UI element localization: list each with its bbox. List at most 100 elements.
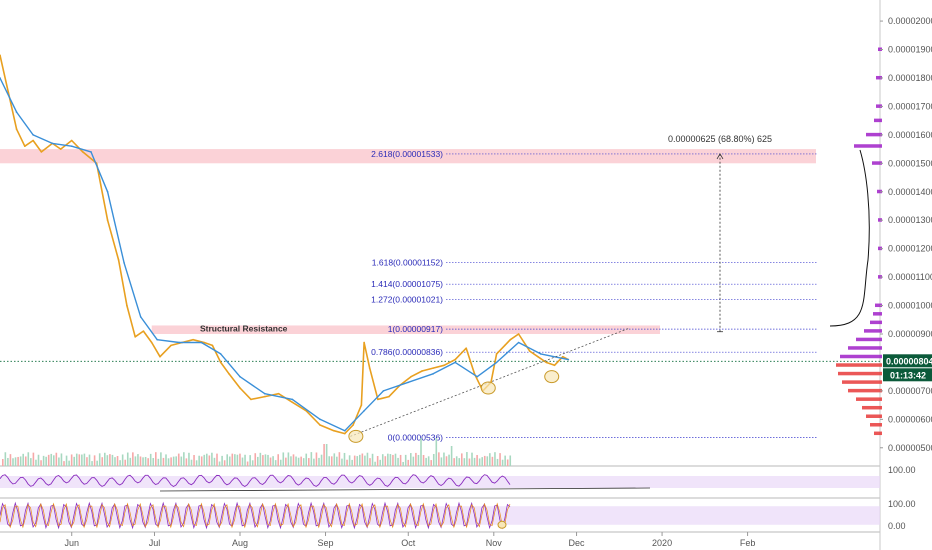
volume-bar <box>119 460 121 466</box>
price-point <box>363 341 365 344</box>
ma-point <box>264 392 266 395</box>
volume-bar <box>162 457 165 466</box>
volume-bar <box>251 460 254 466</box>
volume-bar <box>244 454 246 466</box>
price-point <box>159 355 161 358</box>
profile-bar <box>866 132 882 137</box>
volume-bar <box>412 456 415 466</box>
volume-bar <box>149 453 152 466</box>
volume-bar <box>328 456 330 466</box>
volume-bar <box>364 455 366 466</box>
volume-bar <box>501 459 504 466</box>
ma-point <box>495 361 498 364</box>
volume-layer <box>2 438 512 466</box>
volume-bar <box>379 459 381 466</box>
volume-bar <box>30 458 32 466</box>
fib-level-label: 2.618(0.00001533) <box>371 149 443 159</box>
price-point <box>443 364 445 367</box>
volume-bar <box>65 455 68 466</box>
volume-bar <box>216 453 218 466</box>
volume-bar <box>116 456 119 466</box>
measure-label: 0.00000625 (68.80%) 625 <box>668 134 772 144</box>
volume-bar <box>35 459 37 466</box>
volume-bar <box>491 456 494 466</box>
profile-bar <box>838 371 882 376</box>
profile-bar <box>856 397 882 401</box>
volume-bar <box>109 454 111 466</box>
volume-bar <box>98 453 101 466</box>
x-axis[interactable]: Jun Jul Aug Sep Oct Nov Dec 2020 Feb <box>64 532 755 548</box>
volume-bar <box>236 454 239 466</box>
volume-bar <box>323 444 325 466</box>
price-point <box>495 353 498 355</box>
price-point <box>291 401 294 404</box>
fib-level-label: 1.414(0.00001075) <box>371 279 443 289</box>
volume-bar <box>24 456 27 466</box>
volume-bar <box>32 452 35 466</box>
volume-bar <box>478 458 481 466</box>
price-point <box>332 429 335 432</box>
profile-bar <box>873 312 882 316</box>
volume-bar <box>297 457 300 466</box>
ma-point <box>382 390 385 392</box>
ma-point <box>291 398 294 401</box>
volume-bar <box>223 460 226 466</box>
ma-point <box>539 353 542 355</box>
volume-bar <box>432 453 435 466</box>
price-point <box>421 370 423 372</box>
volume-bar <box>195 460 198 466</box>
price-point <box>561 355 564 358</box>
volume-bar <box>180 456 183 466</box>
volume-bar <box>132 452 134 466</box>
volume-bar <box>14 457 17 466</box>
volume-bar <box>313 458 315 466</box>
volume-bar <box>165 454 167 466</box>
volume-bar <box>155 452 157 466</box>
volume-bar <box>504 455 506 466</box>
bracket-curve <box>829 149 870 327</box>
ma-point <box>0 77 1 79</box>
price-point <box>40 151 43 153</box>
profile-bar <box>874 118 882 123</box>
price-point <box>0 54 1 57</box>
price-point <box>228 373 230 375</box>
volume-bar <box>86 457 88 466</box>
ma-point <box>70 145 73 148</box>
profile-bar <box>864 329 882 333</box>
touch-circle <box>348 429 364 443</box>
volume-bar <box>384 456 387 466</box>
volume-bar <box>394 453 397 466</box>
volume-bar <box>461 453 463 466</box>
x-tick-label: Aug <box>232 538 248 548</box>
volume-bar <box>221 455 223 466</box>
ma-point <box>90 151 92 153</box>
volume-bar <box>9 454 12 466</box>
volume-bar <box>341 458 343 466</box>
price-point <box>32 139 34 142</box>
volume-bar <box>218 461 221 466</box>
ma-point <box>200 341 203 344</box>
price-point <box>264 395 266 398</box>
price-point <box>59 148 62 150</box>
volume-bar <box>106 455 109 466</box>
volume-bar <box>12 458 14 466</box>
y-axis[interactable]: 0.00000500 0.00000600 0.00000700 0.00000900… <box>880 16 932 453</box>
volume-bar <box>126 452 129 466</box>
profile-bar <box>870 423 882 427</box>
ma-point <box>15 111 18 113</box>
x-tick-label: Feb <box>740 538 756 548</box>
x-tick-label: Dec <box>569 538 586 548</box>
volume-bar <box>53 455 55 466</box>
ma-point <box>139 316 142 318</box>
price-point <box>352 424 354 426</box>
profile-bar <box>856 337 882 342</box>
volume-bar <box>262 455 264 466</box>
volume-bar <box>264 454 267 466</box>
fib-level-label: 1.272(0.00001021) <box>371 295 443 305</box>
resistance-zone <box>0 149 816 164</box>
price-point <box>553 364 556 367</box>
volume-bar <box>417 454 420 466</box>
profile-bar <box>862 405 882 410</box>
